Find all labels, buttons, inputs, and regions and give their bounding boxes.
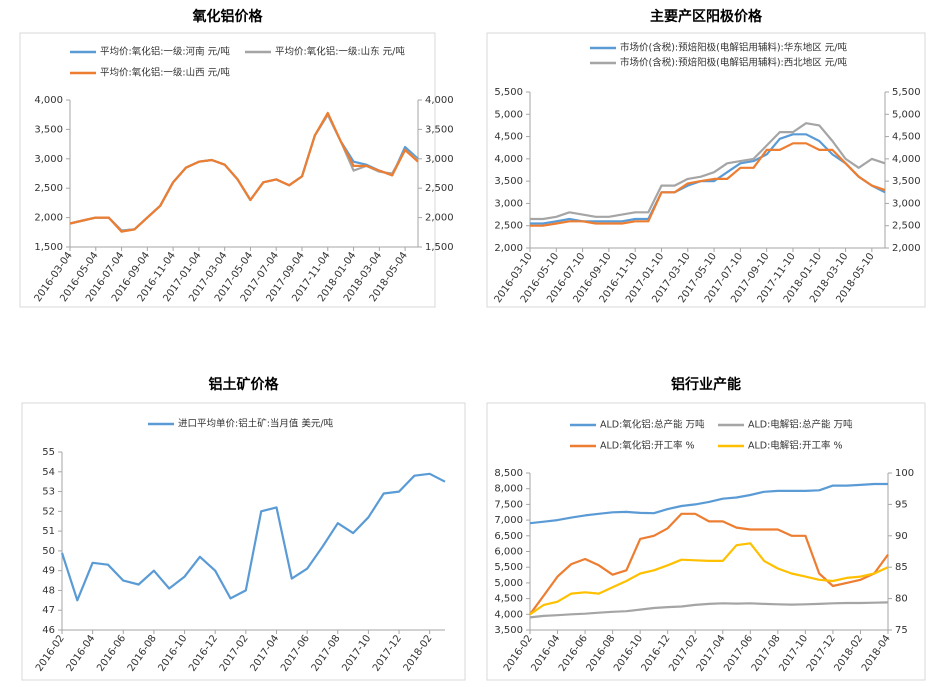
y-tick-label: 50 [42,546,55,557]
y-tick-label: 47 [42,605,55,616]
y2-tick-label: 4,000 [425,95,454,106]
series-line [60,472,446,602]
y2-tick-label: 95 [895,499,908,510]
x-tick-label: 2016-02 [34,633,67,674]
series-line [69,113,419,232]
chart-frame [486,402,926,681]
y-tick-label: 3,500 [494,176,523,187]
chart-title: 氧化铝价格 [192,8,264,25]
y-tick-label: 46 [42,625,55,636]
y-tick-label: 2,000 [34,213,63,224]
legend-label: ALD:电解铝:总产能 万吨 [748,419,853,431]
y-tick-label: 7,000 [494,515,523,526]
y2-tick-label: 3,000 [892,198,921,209]
y-tick-label: 52 [42,506,55,517]
y-tick-label: 4,500 [494,594,523,605]
y2-tick-label: 3,500 [892,176,921,187]
x-tick-label: 2017-10 [340,633,373,674]
chart-frame [19,32,436,308]
y2-tick-label: 100 [895,468,914,479]
y-tick-label: 54 [42,467,55,478]
y2-tick-label: 75 [895,625,908,636]
y2-tick-label: 2,000 [892,243,921,254]
y-tick-label: 3,500 [494,625,523,636]
chart-title: 铝行业产能 [671,376,741,393]
legend-label: 进口平均单价:铝土矿:当月值 美元/吨 [178,418,334,430]
x-tick-label: 2017-02 [218,633,251,674]
y-tick-label: 4,000 [34,95,63,106]
x-tick-label: 2017-06 [279,633,312,674]
y-tick-label: 3,000 [34,154,63,165]
chart-title: 主要产区阳极价格 [650,8,763,25]
y-tick-label: 5,000 [494,109,523,120]
y-tick-label: 5,500 [494,87,523,98]
legend-label: ALD:氧化铝:总产能 万吨 [600,419,705,431]
y2-tick-label: 4,000 [892,154,921,165]
series-line [69,113,419,232]
y2-tick-label: 2,000 [425,213,454,224]
y-tick-label: 5,500 [494,562,523,573]
chart-title: 铝土矿价格 [209,376,280,393]
y-tick-label: 2,500 [494,221,523,232]
series-line [529,601,889,619]
x-tick-label: 2016-06 [95,633,128,674]
legend-label: 平均价:氧化铝:一级:山东 元/吨 [275,46,405,58]
series-line [530,122,886,221]
legend-label: 平均价:氧化铝:一级:河南 元/吨 [100,46,230,58]
x-tick-label: 2017-12 [371,633,404,674]
y-tick-label: 6,000 [494,547,523,558]
x-tick-label: 2018-02 [402,633,435,674]
y2-tick-label: 4,500 [892,132,921,143]
y-tick-label: 7,500 [494,499,523,510]
x-tick-label: 2016-04 [65,633,98,674]
y2-tick-label: 1,500 [425,242,454,253]
y2-tick-label: 3,500 [425,124,454,135]
x-tick-label: 2016-10 [156,633,189,674]
legend-label: 市场价(含税):预焙阳极(电解铝用辅料):西北地区 元/吨 [620,57,847,69]
y2-tick-label: 90 [895,531,908,542]
y-tick-label: 8,500 [494,468,523,479]
y-tick-label: 8,000 [494,484,523,495]
series-line [529,542,889,616]
y-tick-label: 51 [42,526,55,537]
y-tick-label: 2,500 [34,183,63,194]
legend-label: 平均价:氧化铝:一级:山西 元/吨 [100,67,230,79]
y2-tick-label: 80 [895,594,908,605]
y-tick-label: 6,500 [494,531,523,542]
chart-frame [21,402,466,681]
y-tick-label: 3,000 [494,198,523,209]
y2-tick-label: 2,500 [892,221,921,232]
y-tick-label: 48 [42,585,55,596]
y2-tick-label: 5,000 [892,109,921,120]
chart-frame [486,32,926,308]
legend-label: 市场价(含税):预焙阳极(电解铝用辅料):华东地区 元/吨 [620,42,847,54]
y-tick-label: 3,500 [34,124,63,135]
x-tick-label: 2017-08 [310,633,343,674]
series-line [529,482,888,525]
y2-tick-label: 5,500 [892,87,921,98]
x-tick-label: 2017-04 [248,633,281,674]
y2-tick-label: 2,500 [425,183,454,194]
y-tick-label: 1,500 [34,242,63,253]
series-line [69,111,419,233]
y-tick-label: 4,000 [494,609,523,620]
y-tick-label: 53 [42,487,55,498]
y-tick-label: 4,500 [494,132,523,143]
y-tick-label: 2,000 [494,243,523,254]
y-tick-label: 49 [42,566,55,577]
y-tick-label: 4,000 [494,154,523,165]
y2-tick-label: 85 [895,562,908,573]
series-line [529,512,889,615]
legend-label: ALD:电解铝:开工率 % [748,440,843,452]
x-tick-label: 2016-08 [126,633,159,674]
x-tick-label: 2016-12 [187,633,220,674]
y2-tick-label: 3,000 [425,154,454,165]
legend-label: ALD:氧化铝:开工率 % [600,440,695,452]
y-tick-label: 55 [42,447,55,458]
y-tick-label: 5,000 [494,578,523,589]
series-line [530,142,886,227]
